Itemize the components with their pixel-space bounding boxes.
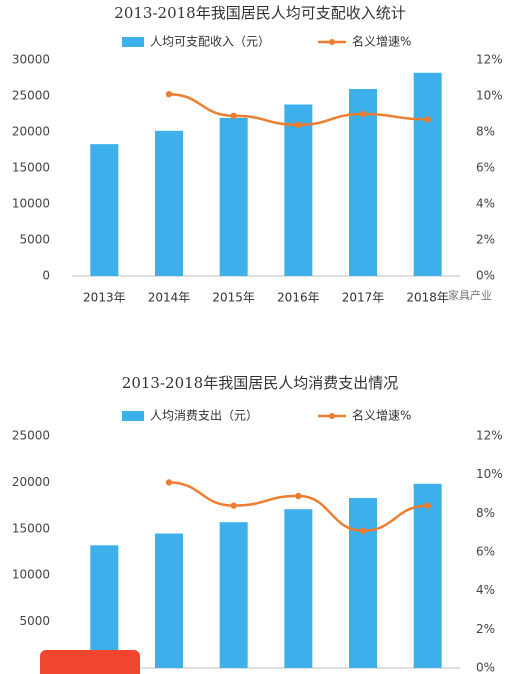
chart1-y-left-tick-label: 25000 [12, 89, 50, 103]
chart1-growth-point [165, 91, 173, 98]
chart1-x-tick-label: 2014年 [148, 291, 191, 305]
chart2-bar [219, 522, 248, 668]
chart2-y-right-tick-label: 10% [476, 467, 503, 481]
chart1-x-tick-label: 2015年 [212, 291, 255, 305]
chart1-legend-line-label: 名义增速% [352, 34, 411, 49]
chart2-legend-bar-label: 人均消费支出（元） [150, 409, 258, 423]
chart2-y-right-tick-label: 6% [476, 545, 495, 559]
chart1-bar [90, 144, 119, 276]
chart2-bar [349, 497, 377, 668]
chart1-bar [284, 104, 313, 276]
chart1-title: 2013-2018年我国居民人均可支配收入统计 [114, 4, 405, 22]
chart1-y-left-tick-label: 15000 [12, 161, 50, 175]
chart1-legend-line-marker [329, 39, 335, 45]
chart2-bar [413, 483, 442, 668]
chart2-y-right-tick-label: 12% [476, 429, 503, 443]
chart1-y-right-tick-label: 0% [476, 269, 495, 283]
chart1-bar [349, 88, 377, 276]
chart1-growth-point [295, 121, 302, 128]
chart1-y-right-tick-label: 8% [476, 125, 495, 139]
chart1-y-right-tick-label: 2% [476, 233, 495, 247]
chart2-y-right-tick-label: 2% [476, 622, 495, 636]
chart1-y-left-tick-label: 10000 [12, 197, 50, 211]
chart1-y-right-tick-label: 6% [476, 161, 495, 175]
chart2-legend-line-marker [329, 413, 335, 419]
chart1-legend-bar-swatch [122, 37, 144, 47]
decorative-sticker [40, 650, 140, 674]
chart1-growth-point [359, 110, 367, 118]
chart2-growth-point [230, 502, 237, 509]
chart1-bar [413, 72, 442, 277]
chart1-x-tick-label: 2016年 [277, 291, 320, 305]
chart1-y-left-tick-label: 5000 [19, 233, 50, 247]
chart2-y-left-tick-label: 10000 [12, 568, 50, 582]
chart1-growth-point [230, 112, 237, 120]
chart2-y-right-tick-label: 8% [476, 506, 495, 520]
chart2-y-left-tick-label: 25000 [12, 429, 50, 443]
chart2-bar [155, 533, 183, 668]
chart2-bar [90, 545, 119, 668]
chart1-y-right-tick-label: 10% [476, 89, 503, 103]
chart2-y-left-tick-label: 5000 [19, 614, 50, 628]
chart2-y-left-tick-label: 20000 [12, 475, 50, 489]
chart2-title: 2013-2018年我国居民人均消费支出情况 [122, 374, 398, 392]
chart1-x-tick-label: 2017年 [342, 291, 385, 305]
chart2-legend-bar-swatch [122, 411, 144, 421]
chart2-legend-line-label: 名义增速% [352, 408, 411, 423]
chart2-y-right-tick-label: 4% [476, 583, 495, 597]
chart1-y-left-tick-label: 0 [42, 269, 50, 283]
chart1-bar [155, 130, 183, 276]
chart2-growth-point [295, 492, 302, 500]
chart1-bar [219, 117, 248, 276]
chart1-x-tick-label: 2018年 [406, 291, 449, 305]
chart1-legend-bar-label: 人均可支配收入（元） [150, 35, 270, 49]
chart1-y-right-tick-label: 12% [476, 53, 503, 67]
chart2-growth-point [424, 502, 431, 509]
chart1-y-left-tick-label: 20000 [12, 125, 50, 139]
chart1-growth-point [424, 116, 431, 123]
chart2-y-left-tick-label: 15000 [12, 521, 50, 535]
chart1-y-left-tick-label: 30000 [12, 53, 50, 67]
chart2-bar [284, 509, 313, 668]
watermark-text: 家具产业 [448, 289, 492, 302]
chart2-y-right-tick-label: 0% [476, 661, 495, 674]
chart1-x-tick-label: 2013年 [83, 291, 126, 305]
chart2-growth-point [359, 527, 367, 534]
chart2-growth-point [165, 479, 173, 486]
chart1-y-right-tick-label: 4% [476, 197, 495, 211]
